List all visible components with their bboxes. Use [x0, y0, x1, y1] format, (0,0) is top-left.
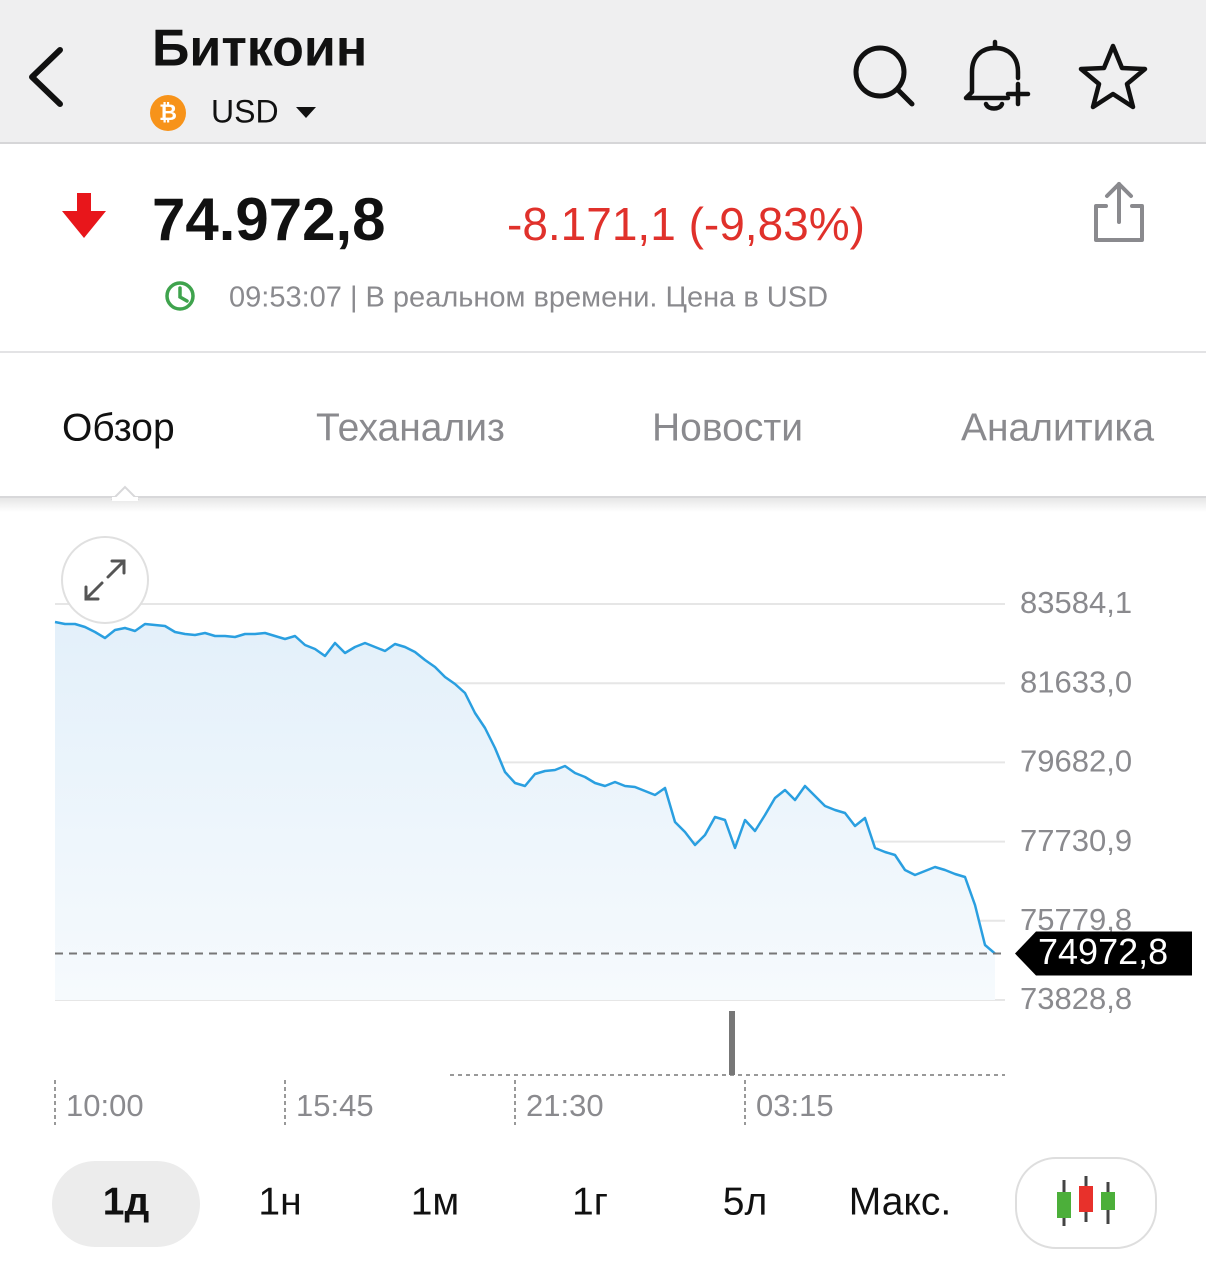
title: Биткоин: [152, 20, 367, 78]
range-button[interactable]: Макс.: [849, 1180, 951, 1223]
price-line: [54, 620, 996, 955]
candles-icon: [1057, 1176, 1115, 1226]
range-button[interactable]: 5л: [723, 1180, 767, 1223]
tab-active[interactable]: Обзор: [62, 406, 175, 449]
range-selected-bg: [52, 1161, 200, 1247]
y-tick-label: 79682,0: [1020, 744, 1132, 779]
volume-bar: [729, 1011, 735, 1075]
y-tick-label: 83584,1: [1020, 585, 1132, 620]
x-tick-label: 15:45: [296, 1088, 374, 1123]
y-tick-label: 75779,8: [1020, 902, 1132, 937]
alert-button[interactable]: [963, 39, 1031, 111]
x-tick-label: 03:15: [756, 1088, 834, 1123]
range-button[interactable]: 1н: [258, 1180, 301, 1223]
expand-icon: [84, 559, 126, 601]
tab-shadow: [0, 498, 1206, 512]
expand-button[interactable]: [61, 536, 149, 624]
area-fill: [55, 622, 995, 1000]
price: 74.972,8: [152, 186, 386, 253]
y-tick-label: 81633,0: [1020, 664, 1132, 699]
tab-indicator-fill: [112, 497, 138, 501]
x-tick-label: 21:30: [526, 1088, 604, 1123]
tab[interactable]: Новости: [652, 406, 803, 449]
bitcoin-icon: [150, 95, 186, 131]
tab[interactable]: Теханализ: [316, 406, 505, 449]
down-arrow: [62, 193, 106, 238]
header-bg: [0, 0, 1206, 143]
share-button[interactable]: [1094, 182, 1144, 242]
current-price-tag: [1015, 931, 1192, 976]
currency-dropdown[interactable]: [296, 107, 316, 118]
price-change: -8.171,1 (-9,83%): [507, 198, 865, 250]
search-button[interactable]: [853, 45, 915, 107]
y-tick-label: 77730,9: [1020, 823, 1132, 858]
range-button[interactable]: 1д: [103, 1180, 150, 1223]
current-price-label: 74972,8: [1038, 931, 1168, 972]
currency[interactable]: USD: [211, 93, 279, 129]
chart: 73828,8 75779,8 77730,9 79682,0 81633,0 83584…: [54, 585, 1192, 1125]
y-tick-label: 73828,8: [1020, 981, 1132, 1016]
tab[interactable]: Аналитика: [961, 406, 1154, 449]
clock-icon: [165, 281, 195, 311]
range-button[interactable]: 1м: [411, 1180, 460, 1223]
status: 09:53:07 | В реальном времени. Цена в US…: [229, 282, 828, 314]
back-button[interactable]: [29, 47, 63, 107]
range-button[interactable]: 1г: [572, 1180, 608, 1223]
favorite-button[interactable]: [1078, 43, 1148, 110]
bitcoin-symbol: ₿: [159, 100, 177, 125]
x-tick-label: 10:00: [66, 1088, 144, 1123]
